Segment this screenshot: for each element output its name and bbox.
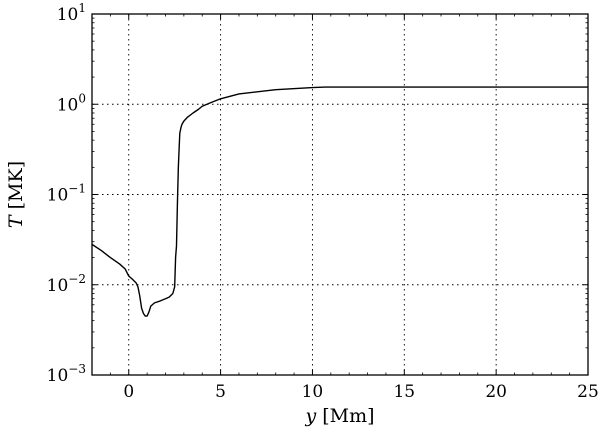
series-layer: [91, 86, 588, 317]
x-axis-label: y [Mm]: [304, 405, 374, 427]
y-tick-label: 100: [57, 91, 86, 115]
y-axis-label: T [MK]: [5, 161, 27, 228]
x-tick-label: 15: [393, 382, 415, 402]
y-tick-label: 10−1: [47, 182, 86, 206]
y-tick-label: 10−2: [47, 272, 86, 296]
x-tick-label: 25: [577, 382, 599, 402]
x-tick-label: 5: [215, 382, 226, 402]
x-tick-label: 20: [485, 382, 507, 402]
y-tick-label: 101: [57, 1, 86, 25]
x-tick-label: 10: [302, 382, 324, 402]
plot-area-frame: [91, 13, 589, 376]
tick-layer: [91, 13, 589, 376]
x-tick-label: 0: [123, 382, 134, 402]
y-tick-label: 10−3: [47, 362, 86, 386]
series-line: [91, 86, 588, 317]
grid-layer: [92, 14, 588, 375]
label-layer: 0 5 10 15 20 25 10−3 10−2 10−1 100 101 y [Mm] T [MK]: [5, 1, 599, 427]
